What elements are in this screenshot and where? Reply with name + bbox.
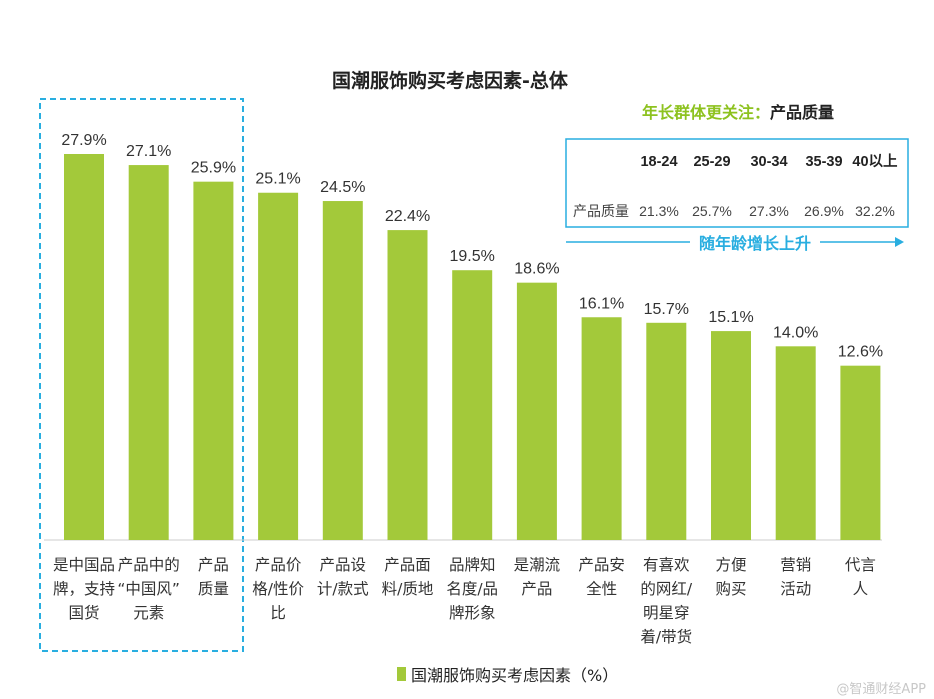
bar — [775, 346, 816, 540]
category-label-line: 比 — [270, 604, 286, 622]
watermark: @智通财经APP — [836, 682, 926, 697]
category-labels-group: 是中国品牌，支持国货产品中的“中国风”元素产品质量产品价格/性价比产品设计/款式… — [53, 556, 876, 646]
value-label: 27.9% — [61, 132, 106, 149]
category-label-line: 方便 — [715, 556, 747, 574]
annotation-title: 年长群体更关注：产品质量 — [642, 103, 834, 122]
value-label: 12.6% — [838, 344, 883, 361]
category-label: 有喜欢的网红/明星穿着/带货 — [640, 556, 693, 646]
age-group-header: 35-39 — [805, 154, 842, 170]
value-labels-group: 27.9% 27.1% 25.9% 25.1% 24.5% 22.4% 19.5% 18.6%… — [61, 132, 883, 361]
category-label: 营销活动 — [780, 556, 811, 598]
category-label: 产品设计/款式 — [317, 556, 369, 598]
category-label-line: 着/带货 — [640, 628, 692, 646]
age-group-value: 21.3% — [639, 203, 679, 219]
bar — [581, 317, 622, 540]
category-label-line: 牌形象 — [449, 604, 496, 622]
category-label: 产品价格/性价比 — [252, 556, 304, 622]
bar — [840, 365, 881, 540]
value-label: 22.4% — [385, 208, 430, 225]
category-label-line: 代言 — [845, 556, 876, 574]
value-label: 15.7% — [644, 301, 689, 318]
bar — [64, 154, 104, 540]
chart-title: 国潮服饰购买考虑因素-总体 — [332, 69, 569, 92]
legend-label: 国潮服饰购买考虑因素（%） — [411, 666, 618, 685]
value-label: 27.1% — [126, 143, 171, 160]
bar — [128, 165, 169, 540]
trend-label: 随年龄增长上升 — [699, 234, 811, 253]
category-label-line: 人 — [853, 580, 869, 598]
age-group-value: 32.2% — [855, 203, 895, 219]
value-label: 19.5% — [450, 248, 495, 265]
category-label-line: 是中国品 — [53, 556, 115, 574]
age-group-header: 40以上 — [852, 153, 898, 170]
value-label: 18.6% — [514, 261, 559, 278]
category-label: 产品安全性 — [578, 556, 625, 598]
category-label-line: 产品设 — [320, 556, 367, 574]
category-label-line: 牌，支持 — [53, 580, 115, 598]
category-label-line: 料/质地 — [382, 580, 434, 598]
legend-swatch — [397, 667, 406, 681]
category-label: 是中国品牌，支持国货 — [53, 556, 115, 622]
annotation-title-strong: 产品质量 — [770, 103, 834, 122]
category-label-line: 格/性价 — [252, 580, 304, 598]
category-label-line: 营销 — [780, 556, 811, 574]
category-label: 产品质量 — [198, 556, 229, 598]
trend-arrow-head-icon — [895, 237, 904, 247]
category-label-line: 的网红/ — [640, 580, 693, 598]
category-label: 品牌知名度/品牌形象 — [446, 556, 498, 622]
category-label-line: 产品安 — [578, 556, 625, 574]
value-label: 15.1% — [708, 309, 753, 326]
category-label: 方便购买 — [715, 556, 747, 598]
category-label-line: 国货 — [68, 604, 99, 622]
age-group-value: 26.9% — [804, 203, 844, 219]
category-label-line: 产品面 — [384, 556, 431, 574]
highlight-box — [39, 98, 244, 652]
bar — [516, 282, 557, 540]
age-group-header: 18-24 — [640, 154, 677, 170]
category-label: 是潮流产品 — [514, 556, 561, 598]
category-label-line: 元素 — [133, 604, 164, 622]
category-label-line: 计/款式 — [317, 580, 369, 598]
age-group-value: 25.7% — [692, 203, 732, 219]
category-label: 代言人 — [845, 556, 876, 598]
annotation-title-prefix: 年长群体更关注： — [642, 103, 770, 122]
category-label-line: 质量 — [198, 580, 229, 598]
category-label-line: “中国风” — [117, 580, 180, 598]
bar — [646, 322, 687, 540]
category-label-line: 产品 — [198, 556, 229, 574]
annotation-table-frame — [565, 138, 909, 228]
bars-group — [64, 154, 881, 541]
category-label-line: 明星穿 — [643, 604, 690, 622]
category-label-line: 品牌知 — [449, 556, 496, 574]
row-label: 产品质量 — [573, 204, 629, 220]
category-label-line: 有喜欢 — [643, 556, 690, 574]
age-group-header: 30-34 — [750, 154, 787, 170]
category-label: 产品面料/质地 — [382, 556, 434, 598]
category-label: 产品中的 “中国风” 元素 — [117, 556, 180, 622]
value-label: 16.1% — [579, 295, 624, 312]
value-label: 25.9% — [191, 160, 236, 177]
category-label-line: 购买 — [715, 580, 746, 598]
bar — [387, 230, 428, 540]
bar — [258, 192, 299, 541]
category-label-line: 活动 — [780, 580, 811, 598]
category-label-line: 名度/品 — [446, 580, 498, 598]
category-label-line: 产品 — [521, 580, 552, 598]
age-group-value: 27.3% — [749, 203, 789, 219]
value-label: 25.1% — [255, 171, 300, 188]
value-label: 24.5% — [320, 179, 365, 196]
bar — [452, 270, 493, 540]
category-label-line: 产品价 — [255, 556, 302, 574]
bar — [711, 331, 751, 540]
category-label-line: 全性 — [586, 580, 617, 598]
bar — [193, 181, 234, 540]
bar — [322, 201, 363, 540]
category-label-line: 产品中的 — [118, 556, 180, 574]
category-label-line: 是潮流 — [514, 556, 561, 574]
age-group-header: 25-29 — [693, 154, 730, 170]
value-label: 14.0% — [773, 324, 818, 341]
